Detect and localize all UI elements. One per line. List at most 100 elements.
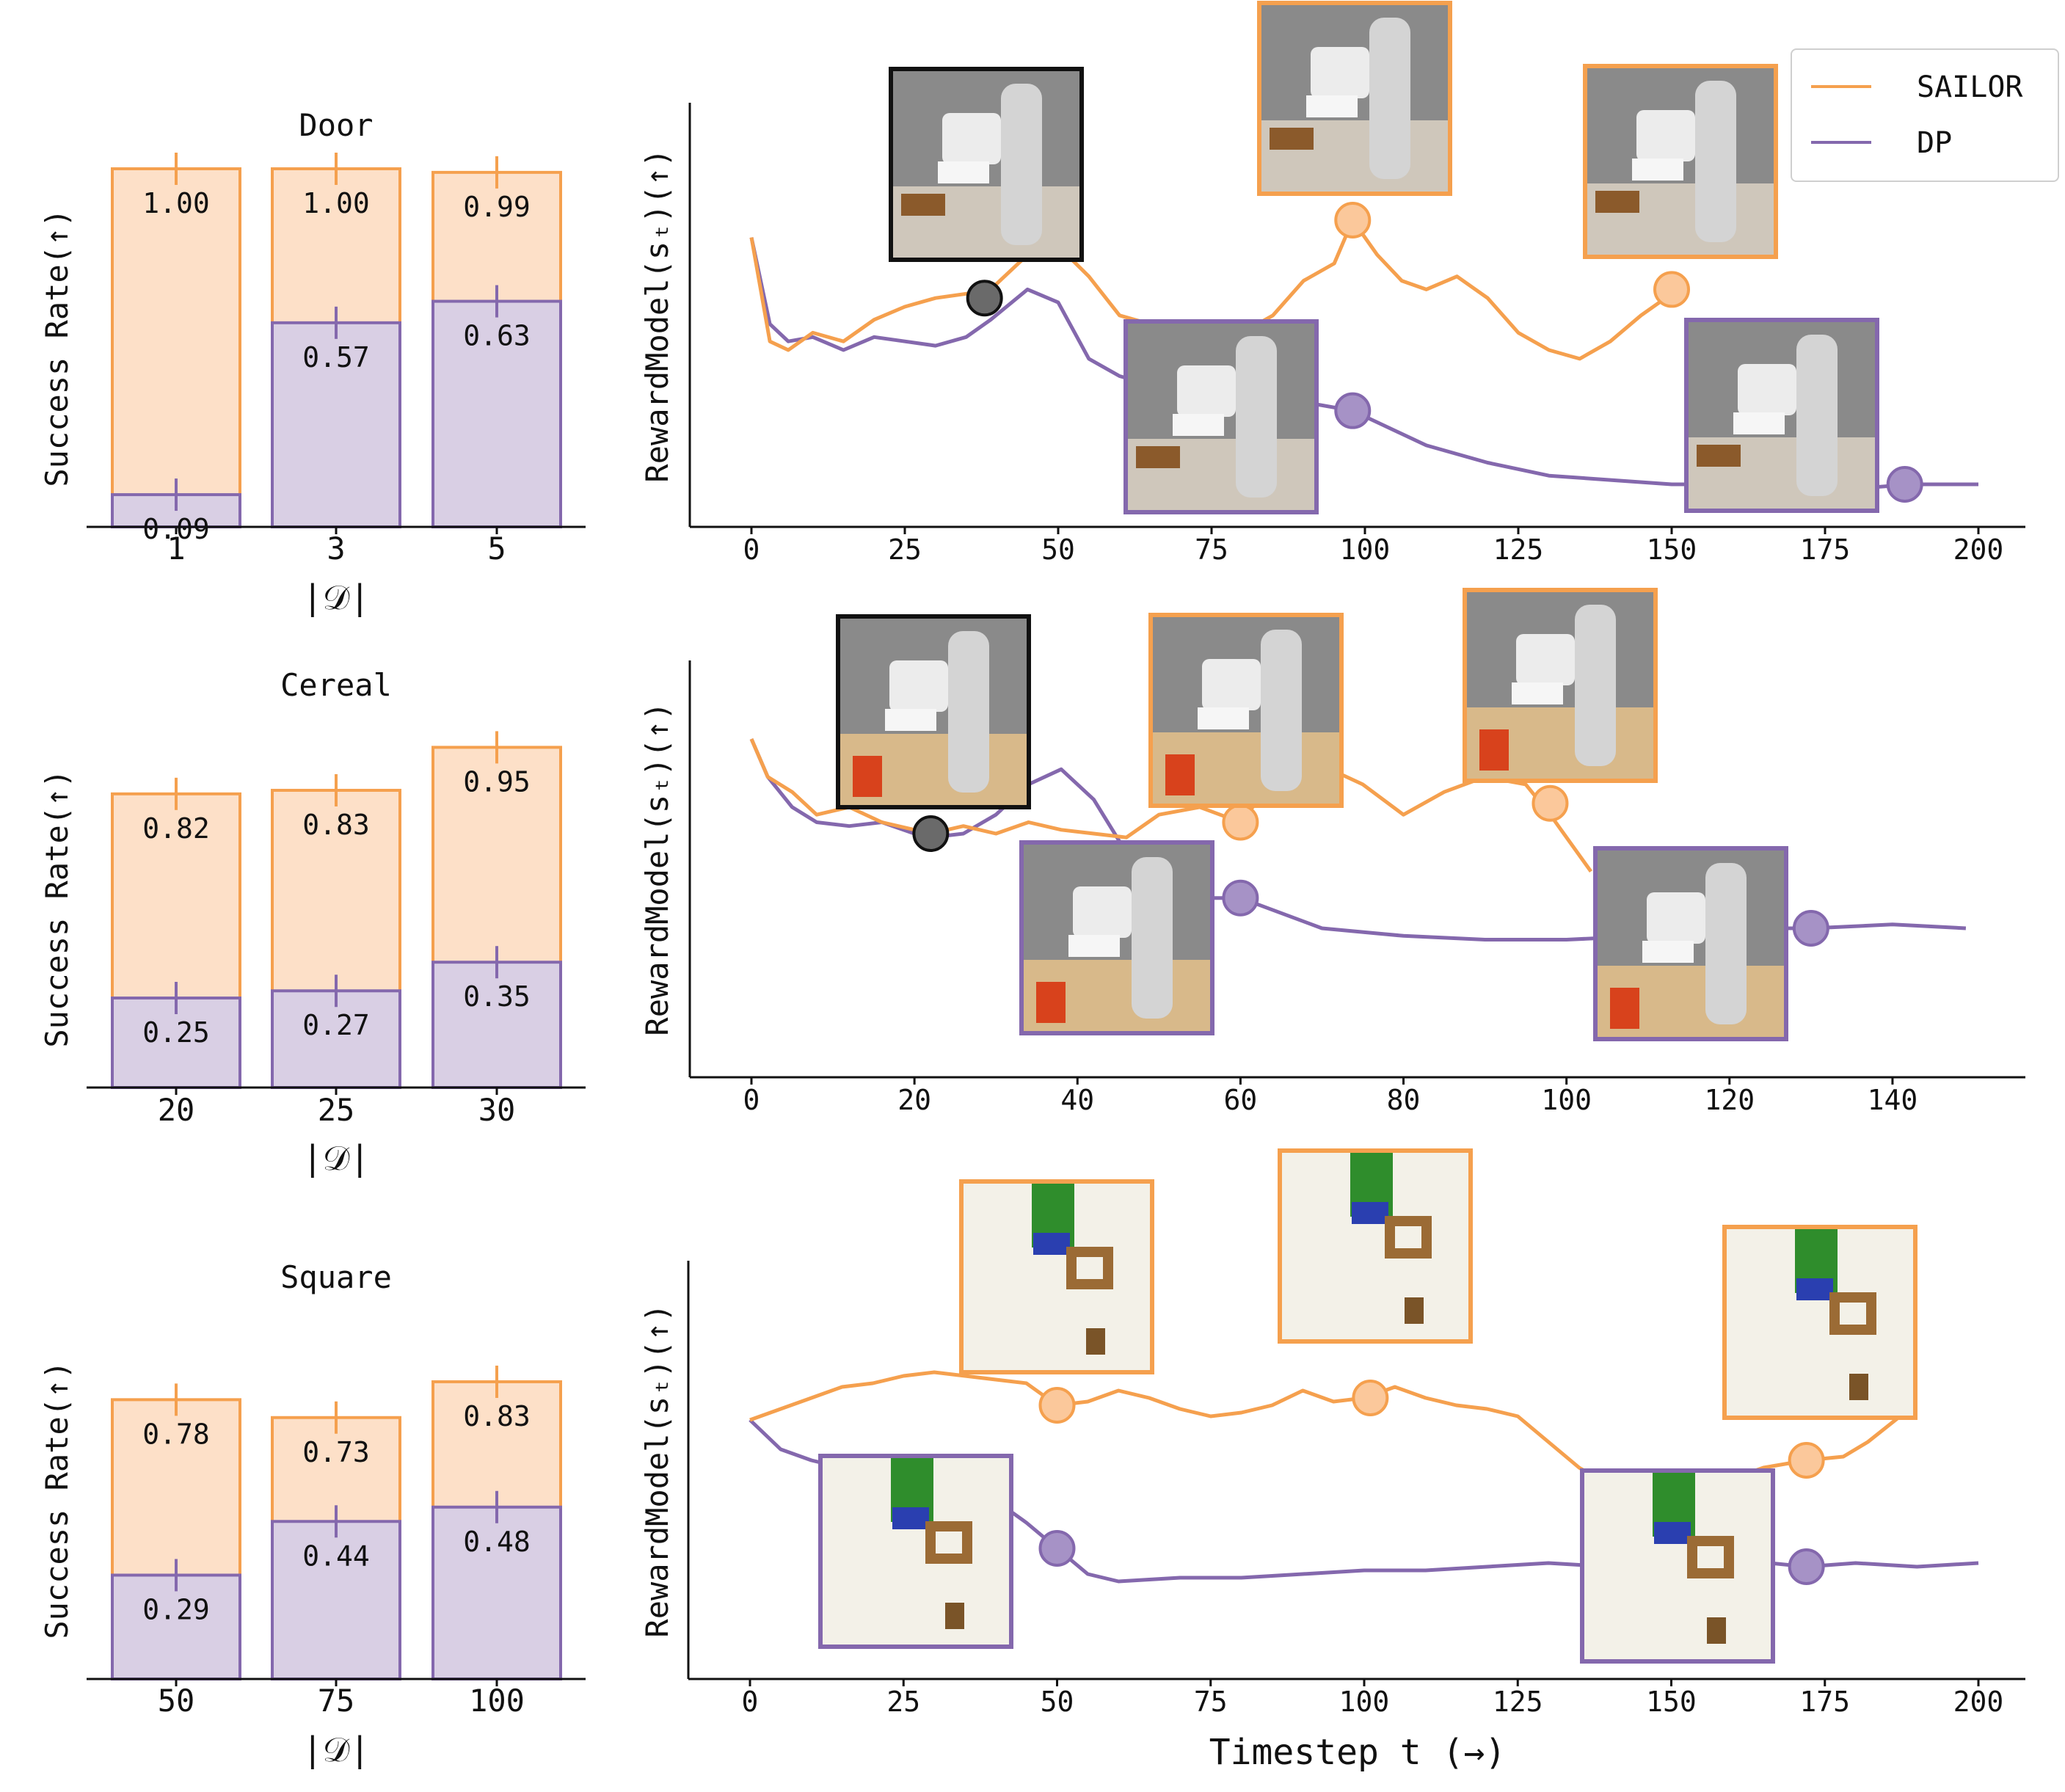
- square-nut-shape: [1385, 1216, 1432, 1259]
- gripper-shape: [1642, 941, 1694, 963]
- snapshot-frame: [1278, 1148, 1473, 1344]
- marker-sailor-1: [1222, 804, 1259, 841]
- gripper-shape: [1796, 1278, 1833, 1300]
- reward-chart-2: RewardModel(sₜ)(↑) 0 20 40 60 80 100 120 140: [639, 660, 2025, 1116]
- data-label-sailor-25: 0.83: [302, 809, 370, 841]
- robot-arm-shape: [1647, 892, 1705, 944]
- snapshot-image: [1257, 1, 1452, 196]
- x-axis-label: |𝒟|: [302, 1730, 370, 1770]
- data-label-dp-100: 0.48: [463, 1526, 531, 1558]
- cereal-box-shape: [1165, 754, 1195, 795]
- gripper-shape: [1352, 1202, 1388, 1224]
- robot-base-shape: [1695, 81, 1736, 242]
- marker-sailor-2: [1653, 271, 1690, 308]
- snapshot-frame: [1583, 64, 1778, 259]
- peg-shape: [1707, 1617, 1726, 1644]
- snapshot-image: [1019, 840, 1214, 1035]
- y-axis-label: RewardModel(sₜ)(↑): [639, 702, 675, 1035]
- door-handle-shape: [1697, 445, 1741, 467]
- marker-dp-3: [1334, 392, 1372, 429]
- marker-sailor-2: [1532, 784, 1569, 822]
- square-nut-shape: [1829, 1292, 1876, 1335]
- x-tick-label: 5: [487, 531, 506, 567]
- gripper-shape: [1306, 95, 1358, 117]
- x-tick-label: 100: [1340, 533, 1391, 566]
- x-tick-label: 25: [886, 1686, 920, 1718]
- x-tick-label: 25: [888, 533, 922, 566]
- robot-arm-shape: [889, 660, 948, 712]
- marker-dp-4: [1788, 1548, 1825, 1585]
- robot-arm-shape: [1202, 659, 1261, 710]
- x-tick-label: 75: [318, 1683, 355, 1719]
- data-label-dp-30: 0.35: [463, 980, 531, 1013]
- bar-dp-30: [431, 961, 562, 1089]
- y-axis-label: RewardModel(sₜ)(↑): [639, 148, 675, 482]
- gripper-shape: [1654, 1522, 1691, 1544]
- legend-sailor-label: SAILOR: [1917, 70, 2023, 104]
- x-tick-label: 200: [1953, 1686, 2004, 1718]
- gripper-shape: [1512, 682, 1563, 704]
- x-tick-label: 30: [478, 1092, 516, 1128]
- marker-sailor-2: [1788, 1442, 1825, 1479]
- x-tick-label: 175: [1800, 533, 1851, 566]
- chart-title: Door: [299, 107, 373, 143]
- door-handle-shape: [901, 194, 945, 216]
- legend-dp-label: DP: [1917, 126, 1952, 160]
- peg-shape: [1849, 1374, 1868, 1400]
- y-axis-label: Success Rate(↑): [39, 769, 75, 1047]
- data-label-sailor-100: 0.83: [463, 1400, 531, 1432]
- snapshot-frame: [1123, 319, 1319, 514]
- robot-base-shape: [1369, 18, 1410, 179]
- x-tick-label: 150: [1646, 1686, 1697, 1718]
- gripper-shape: [892, 1507, 929, 1529]
- cereal-box-shape: [1610, 988, 1639, 1029]
- snapshot-frame: [889, 67, 1084, 262]
- snapshot-image: [1593, 846, 1788, 1041]
- robot-arm-shape: [1073, 886, 1132, 938]
- data-label-sailor-20: 0.82: [142, 812, 210, 845]
- gripper-shape: [1632, 159, 1683, 181]
- snapshot-frame: [959, 1179, 1154, 1374]
- x-tick-label: 150: [1647, 533, 1697, 566]
- bar-sailor-1: [111, 167, 241, 528]
- bar-chart-square: Square Success Rate(↑) 0.78 0.29 50 0.73 0.44 7…: [39, 1259, 586, 1770]
- door-handle-shape: [1595, 191, 1639, 213]
- x-tick-label: 75: [1195, 533, 1228, 566]
- data-label-dp-25: 0.27: [302, 1009, 370, 1041]
- marker-sailor-1: [1334, 202, 1372, 238]
- snapshot-image: [959, 1179, 1154, 1374]
- gripper-shape: [938, 161, 989, 183]
- x-axis-label: |𝒟|: [302, 1138, 370, 1179]
- robot-base-shape: [948, 631, 989, 793]
- door-handle-shape: [1270, 128, 1314, 150]
- x-tick-label: 100: [1339, 1686, 1390, 1718]
- snapshot-image: [818, 1454, 1013, 1649]
- cereal-box-shape: [853, 756, 882, 797]
- legend: SAILOR DP: [1791, 48, 2059, 182]
- snapshot-frame: [1684, 318, 1879, 513]
- x-tick-label: 50: [1041, 533, 1075, 566]
- x-tick-label: 140: [1868, 1084, 1918, 1116]
- gripper-shape: [885, 709, 936, 731]
- snapshot-frame: [1593, 846, 1788, 1041]
- x-axis-label: Timestep t (→): [1209, 1732, 1507, 1773]
- snapshot-image: [1148, 613, 1344, 808]
- gripper-shape: [1733, 412, 1785, 434]
- data-label-dp-50: 0.29: [142, 1593, 210, 1625]
- x-tick-label: 80: [1387, 1084, 1421, 1116]
- peg-shape: [1405, 1297, 1424, 1324]
- door-handle-shape: [1136, 446, 1180, 468]
- snapshot-frame: [818, 1454, 1013, 1649]
- snapshot-frame: [1722, 1225, 1918, 1420]
- snapshot-frame: [1148, 613, 1344, 808]
- line-sailor: [749, 738, 1593, 873]
- snapshot-frame: [1019, 840, 1214, 1035]
- marker-sailor-1: [1352, 1380, 1389, 1416]
- gripper-shape: [1068, 935, 1120, 957]
- snapshot-frame: [836, 614, 1031, 809]
- chart-title: Square: [280, 1259, 392, 1295]
- data-label-sailor-50: 0.78: [142, 1418, 210, 1450]
